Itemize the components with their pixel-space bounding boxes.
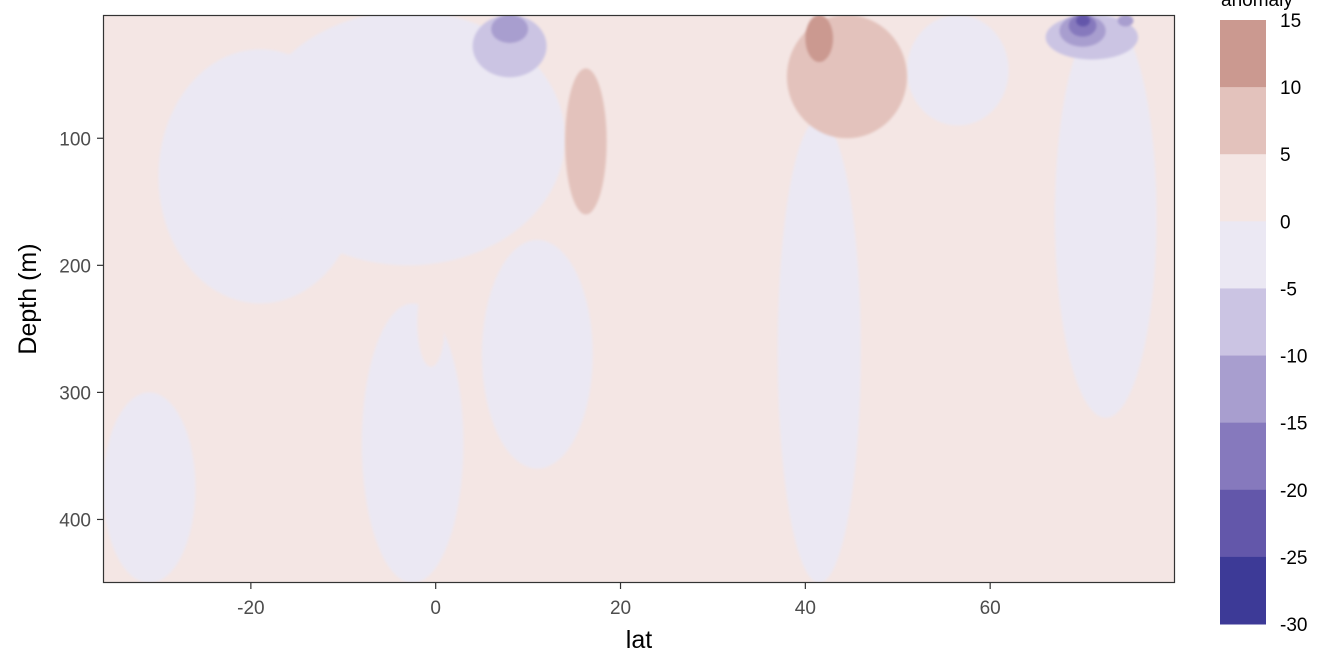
legend-swatch (1220, 422, 1266, 491)
contour-region-13 (786, 15, 907, 139)
legend-break-label: -25 (1280, 548, 1307, 569)
y-axis: 100 200 300 400 (59, 129, 103, 531)
legend-title: anomaly (1221, 0, 1293, 11)
legend-colorbar (1220, 20, 1266, 625)
legend-swatch (1220, 556, 1266, 625)
y-tick-label: 100 (59, 129, 91, 150)
y-tick-label: 200 (59, 256, 91, 277)
legend: anomaly 15 10 5 0 -5 -10 -15 -20 -25 -30 (1220, 0, 1307, 636)
x-tick-label: 20 (610, 598, 631, 619)
legend-break-label: -15 (1280, 414, 1307, 435)
x-tick-label: -20 (237, 598, 264, 619)
x-axis: -20 0 20 40 60 (237, 583, 1001, 619)
legend-labels: 15 10 5 0 -5 -10 -15 -20 -25 -30 (1280, 11, 1307, 636)
contour-region-10 (472, 15, 547, 78)
legend-break-label: -20 (1280, 481, 1307, 502)
legend-break-label: 15 (1280, 11, 1301, 32)
legend-break-label: -5 (1280, 279, 1297, 300)
legend-swatch (1220, 20, 1266, 88)
legend-swatch (1220, 221, 1266, 289)
x-tick-label: 60 (980, 598, 1001, 619)
contour-region-1 (103, 392, 196, 583)
legend-swatch (1220, 87, 1266, 155)
legend-break-label: -10 (1280, 347, 1307, 368)
contour-region-14 (805, 15, 834, 63)
contour-region-3 (250, 15, 566, 266)
contour-region-19 (1117, 15, 1134, 27)
contour-region-9 (417, 278, 445, 367)
contour-region-18 (1076, 15, 1090, 27)
legend-swatch (1220, 288, 1266, 357)
contour-region-11 (491, 15, 529, 43)
x-axis-title: lat (626, 626, 652, 654)
y-tick-label: 400 (59, 510, 91, 531)
legend-break-label: 0 (1280, 212, 1291, 233)
legend-swatch (1220, 355, 1266, 424)
y-axis-title: Depth (m) (14, 243, 42, 354)
legend-swatch (1220, 489, 1266, 558)
contour-region-6 (777, 119, 861, 583)
contour-region-7 (907, 15, 1009, 126)
legend-break-label: 10 (1280, 78, 1301, 99)
plot-area (102, 14, 1176, 584)
contour-region-4 (361, 303, 464, 583)
contour-region-5 (481, 239, 593, 469)
legend-swatch (1220, 154, 1266, 222)
contour-region-8 (1054, 15, 1157, 418)
contour-regions (103, 15, 1157, 583)
x-tick-label: 40 (795, 598, 816, 619)
contour-region-12 (565, 68, 607, 215)
legend-break-label: 5 (1280, 145, 1291, 166)
plot-border (102, 14, 1176, 584)
x-tick-label: 0 (430, 598, 441, 619)
legend-break-label: -30 (1280, 615, 1307, 636)
y-tick-label: 300 (59, 383, 91, 404)
